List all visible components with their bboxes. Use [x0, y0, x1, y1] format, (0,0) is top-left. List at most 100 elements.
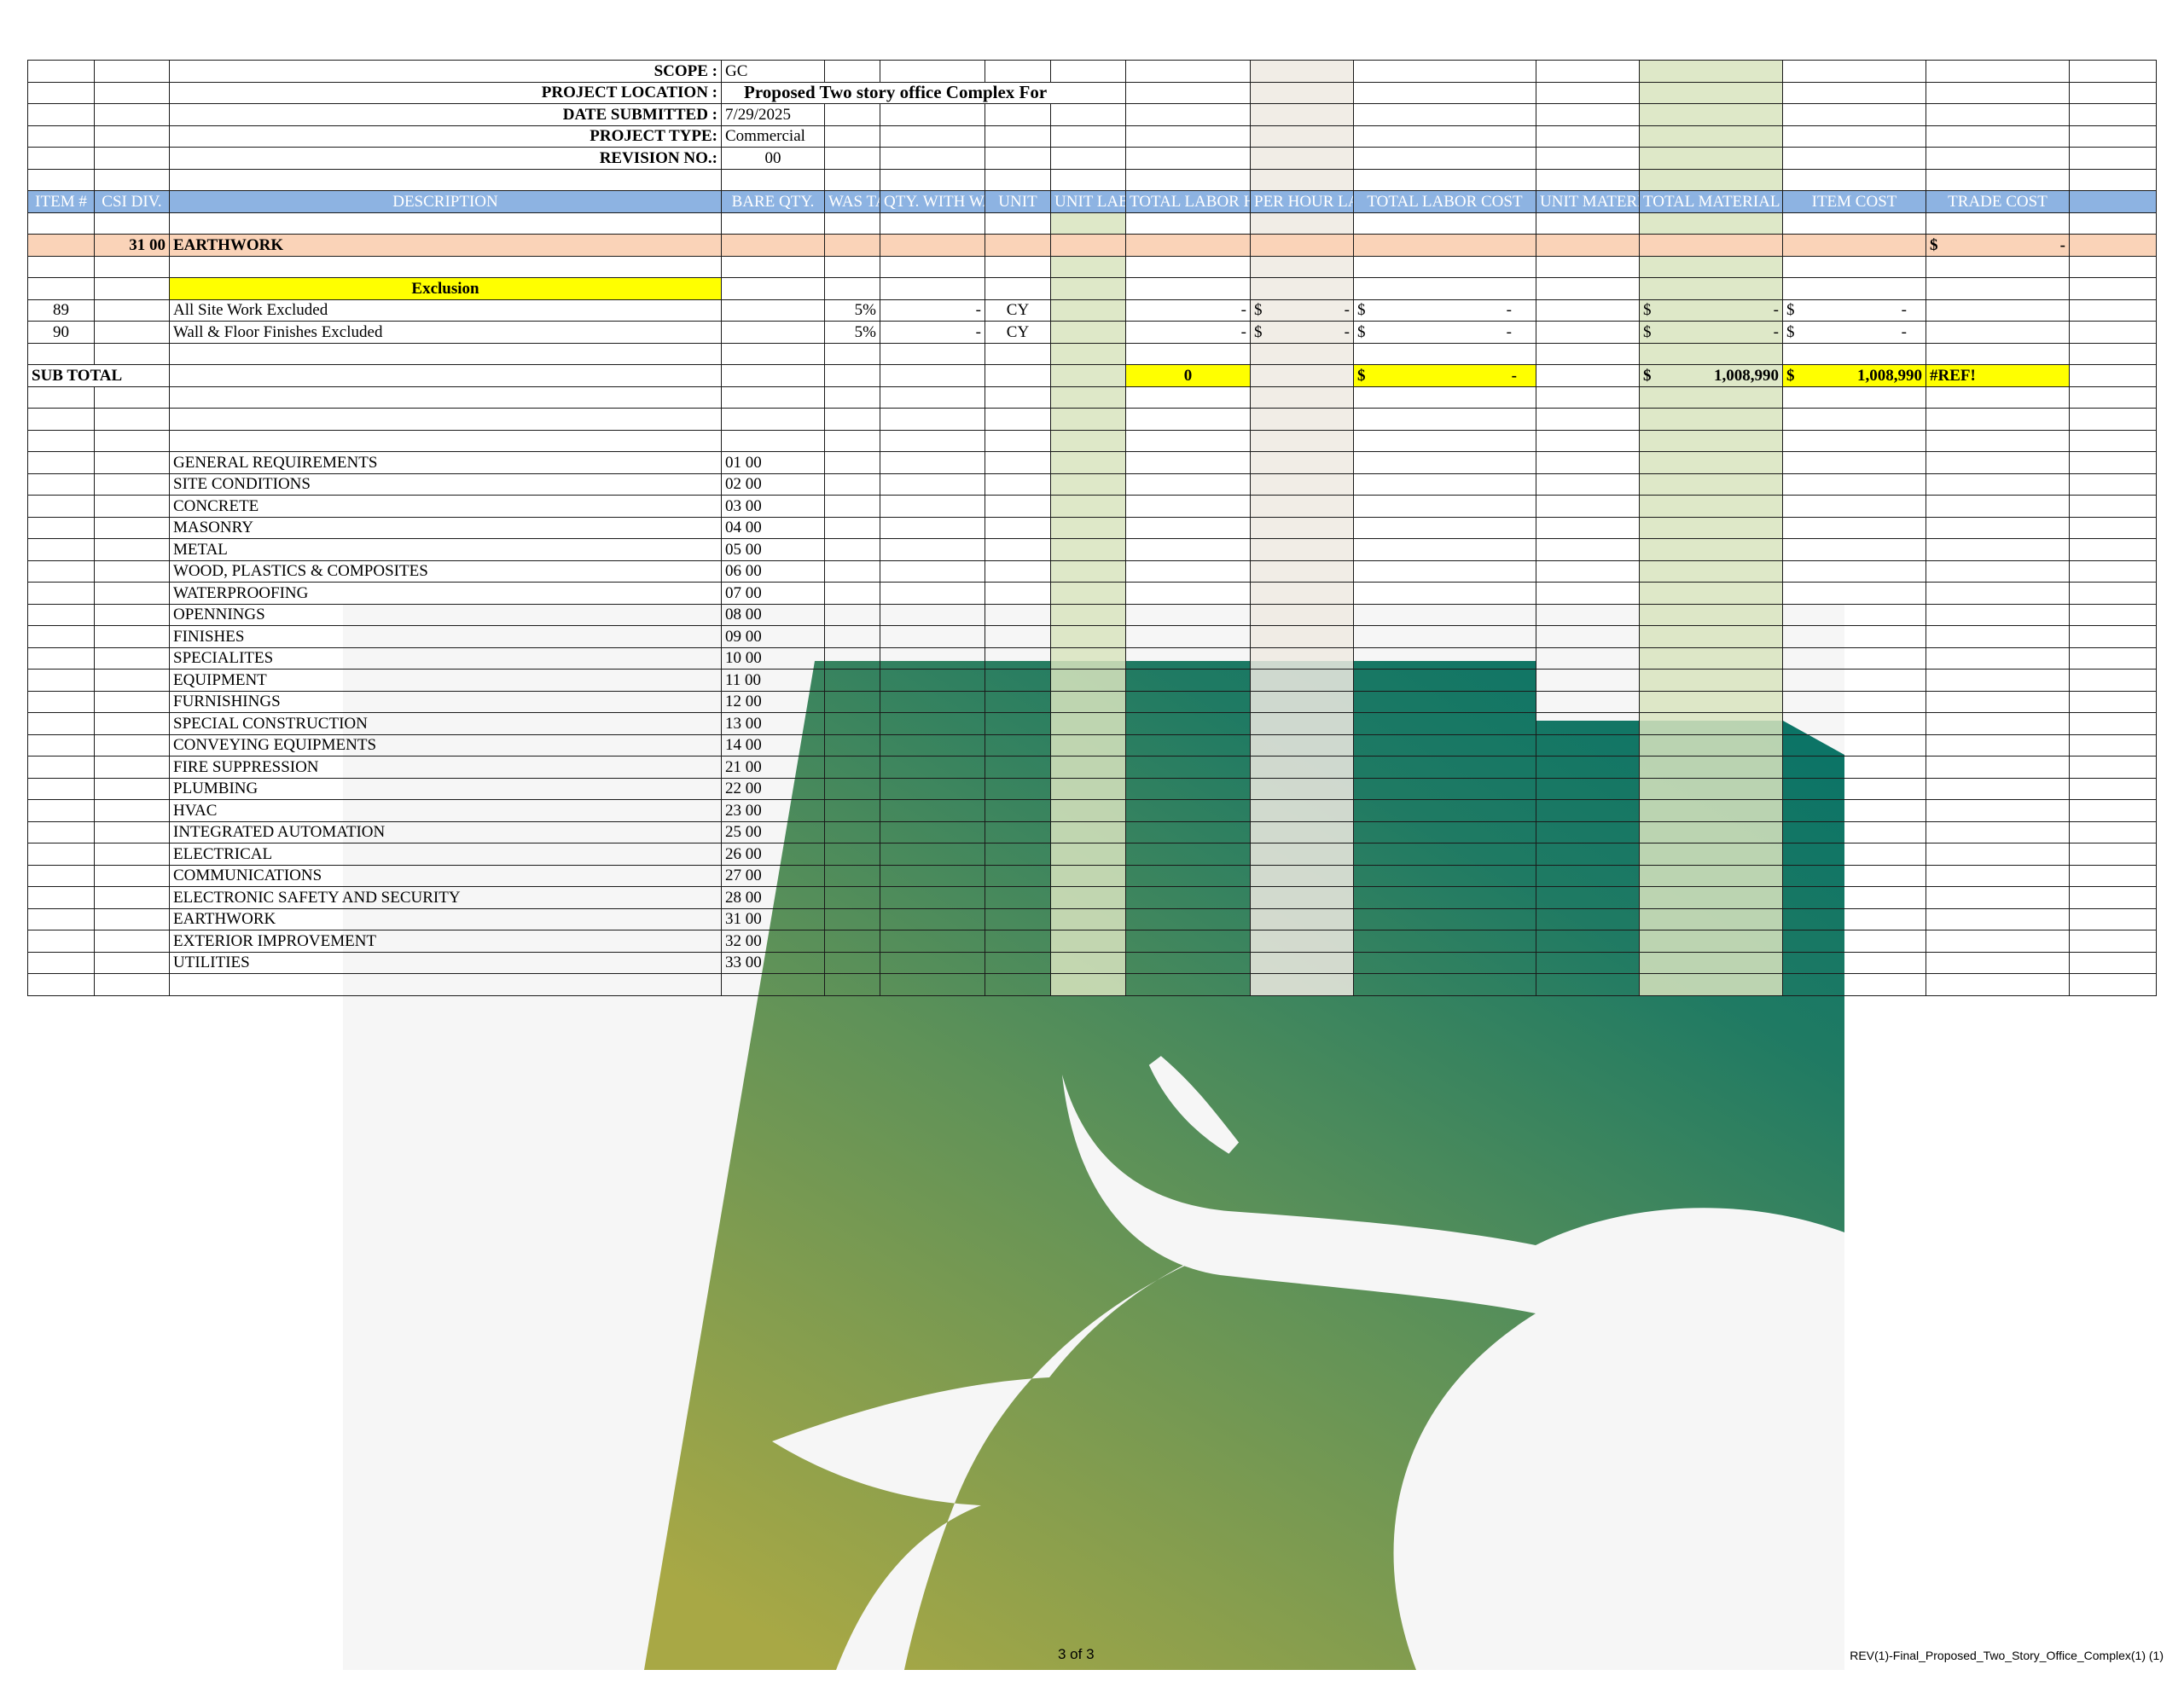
estimate-sheet: SCOPE : GC PROJECT LOCATION : Proposed T…	[27, 60, 2157, 996]
item-cost-symbol: $	[1786, 322, 1795, 341]
division-name: ELECTRICAL	[169, 843, 722, 866]
section-trade-symbol: $	[1930, 235, 1938, 254]
type-label: PROJECT TYPE:	[169, 125, 722, 148]
division-code: 27 00	[721, 864, 825, 887]
division-row: FIRE SUPPRESSION 21 00	[27, 756, 2157, 779]
division-code: 03 00	[721, 495, 825, 518]
date-row: DATE SUBMITTED : 7/29/2025	[27, 103, 2157, 126]
division-code: 06 00	[721, 559, 825, 583]
col-bare-qty: BARE QTY.	[721, 190, 825, 213]
division-row: FURNISHINGS 12 00	[27, 690, 2157, 713]
blank-row	[27, 408, 2157, 431]
scope-row: SCOPE : GC	[27, 60, 2157, 83]
division-code: 01 00	[721, 451, 825, 474]
division-row: WATERPROOFING 07 00	[27, 582, 2157, 605]
division-name: PLUMBING	[169, 777, 722, 800]
table-row: 89 All Site Work Excluded 5% - CY - $ - $…	[27, 299, 2157, 322]
division-name: METAL	[169, 538, 722, 561]
item-rate-symbol: $	[1254, 301, 1263, 320]
file-name: REV(1)-Final_Proposed_Two_Story_Office_C…	[1850, 1649, 2164, 1662]
section-code: 31 00	[94, 234, 170, 257]
division-name: FIRE SUPPRESSION	[169, 756, 722, 779]
division-row: CONVEYING EQUIPMENTS 14 00	[27, 733, 2157, 757]
division-row: COMMUNICATIONS 27 00	[27, 864, 2157, 887]
item-mat-symbol: $	[1643, 322, 1652, 341]
blank-row	[27, 168, 2157, 191]
revision-value: 00	[721, 147, 825, 170]
subtotal-label: SUB TOTAL	[27, 364, 170, 387]
location-label: PROJECT LOCATION :	[169, 81, 722, 104]
division-row: METAL 05 00	[27, 538, 2157, 561]
division-code: 10 00	[721, 646, 825, 670]
scope-label: SCOPE :	[169, 60, 722, 83]
division-name: HVAC	[169, 799, 722, 822]
division-row: EXTERIOR IMPROVEMENT 32 00	[27, 930, 2157, 953]
subtotal-item-value: 1,008,990	[1857, 366, 1922, 385]
division-code: 05 00	[721, 538, 825, 561]
subtotal-labor-value: -	[1511, 366, 1517, 385]
subtotal-labor-symbol: $	[1357, 366, 1366, 385]
col-csi: CSI DIV.	[94, 190, 170, 213]
date-label: DATE SUBMITTED :	[169, 103, 722, 126]
col-total-material-cost: TOTAL MATERIAL COST	[1639, 190, 1783, 213]
division-name: EXTERIOR IMPROVEMENT	[169, 930, 722, 953]
division-name: CONCRETE	[169, 495, 722, 518]
division-row: EARTHWORK 31 00	[27, 907, 2157, 930]
division-row: OPENNINGS 08 00	[27, 603, 2157, 626]
division-code: 08 00	[721, 603, 825, 626]
division-name: OPENNINGS	[169, 603, 722, 626]
location-value: Proposed Two story office Complex For	[721, 81, 1126, 104]
division-name: WOOD, PLASTICS & COMPOSITES	[169, 559, 722, 583]
item-labor-value: -	[1506, 322, 1512, 341]
division-row: UTILITIES 33 00	[27, 951, 2157, 974]
col-total-labor-cost: TOTAL LABOR COST	[1353, 190, 1536, 213]
revision-label: REVISION NO.:	[169, 147, 722, 170]
item-unit: CY	[985, 321, 1051, 344]
item-number: 89	[27, 299, 95, 322]
division-code: 04 00	[721, 516, 825, 539]
division-list: GENERAL REQUIREMENTS 01 00 SITE CONDITIONS…	[27, 451, 2157, 974]
blank-row	[27, 386, 2157, 409]
exclusion-row: Exclusion	[27, 277, 2157, 300]
division-code: 14 00	[721, 733, 825, 757]
column-header-row: ITEM # CSI DIV. DESCRIPTION BARE QTY. WA…	[27, 190, 2157, 213]
division-row: GENERAL REQUIREMENTS 01 00	[27, 451, 2157, 474]
blank-row	[27, 973, 2157, 996]
division-name: FURNISHINGS	[169, 690, 722, 713]
item-mat-value: -	[1773, 322, 1779, 341]
scope-value: GC	[721, 60, 825, 83]
subtotal-row: SUB TOTAL 0 $ - $1,008,990 $1,008,990 #RE…	[27, 364, 2157, 387]
item-labor-symbol: $	[1357, 322, 1366, 341]
division-code: 31 00	[721, 907, 825, 930]
division-code: 22 00	[721, 777, 825, 800]
division-row: SITE CONDITIONS 02 00	[27, 472, 2157, 496]
division-name: GENERAL REQUIREMENTS	[169, 451, 722, 474]
division-code: 07 00	[721, 582, 825, 605]
col-unit: UNIT	[985, 190, 1051, 213]
subtotal-item-symbol: $	[1786, 366, 1795, 385]
item-wastage: 5%	[824, 299, 880, 322]
item-rate-value: -	[1344, 301, 1350, 320]
division-code: 23 00	[721, 799, 825, 822]
item-cost-symbol: $	[1786, 301, 1795, 320]
item-qty: -	[880, 299, 985, 322]
col-description: DESCRIPTION	[169, 190, 722, 213]
item-labor-symbol: $	[1357, 301, 1366, 320]
division-code: 12 00	[721, 690, 825, 713]
division-name: MASONRY	[169, 516, 722, 539]
item-rate-symbol: $	[1254, 322, 1263, 341]
blank-row	[27, 212, 2157, 235]
division-code: 33 00	[721, 951, 825, 974]
item-description: All Site Work Excluded	[169, 299, 722, 322]
type-value: Commercial	[721, 125, 825, 148]
division-row: MASONRY 04 00	[27, 516, 2157, 539]
division-code: 25 00	[721, 820, 825, 844]
item-total-labor-hours: -	[1125, 299, 1251, 322]
subtotal-labor-hours: 0	[1125, 364, 1251, 387]
blank-row	[27, 255, 2157, 278]
col-unit-material-cost: UNIT MATERIAL COST	[1536, 190, 1640, 213]
col-per-hour-labor-rate: PER HOUR LABOR RATE	[1250, 190, 1354, 213]
item-rate-value: -	[1344, 322, 1350, 341]
date-value: 7/29/2025	[721, 103, 825, 126]
section-name: EARTHWORK	[169, 234, 722, 257]
